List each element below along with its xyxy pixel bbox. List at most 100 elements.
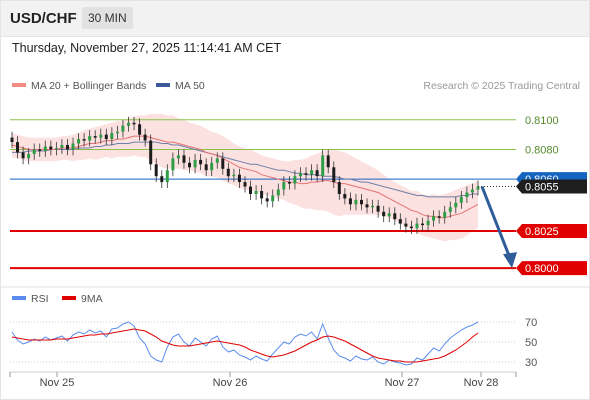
legend-swatch-ma50	[156, 83, 170, 88]
candle-body	[354, 199, 358, 205]
candle-body	[176, 155, 180, 159]
candle-body	[27, 153, 31, 159]
legend-swatch-ma20	[12, 83, 26, 88]
candle-body	[387, 213, 391, 217]
candle-body	[143, 134, 147, 141]
research-credit: Research © 2025 Trading Central	[423, 80, 580, 92]
candle-body	[409, 226, 413, 229]
candle-body	[382, 211, 386, 217]
candle-body	[204, 164, 208, 171]
candle-body	[315, 170, 319, 177]
candle-body	[99, 134, 103, 138]
candle-body	[254, 191, 258, 194]
candle-body	[365, 204, 369, 208]
candle-body	[276, 189, 280, 196]
candle-body	[210, 162, 214, 171]
forecast-arrow	[480, 186, 512, 259]
candle-body	[304, 173, 308, 175]
legend-label-ma20: MA 20 + Bollinger Bands	[31, 80, 147, 92]
legend-label-ma50: MA 50	[175, 80, 205, 92]
candle-body	[149, 140, 153, 165]
candle-body	[360, 199, 363, 205]
level-tag	[516, 261, 587, 276]
legend-label-rsi: RSI	[31, 293, 49, 305]
rsi-ma9-line	[11, 328, 479, 363]
candle-body	[321, 155, 325, 177]
candle-body	[10, 137, 14, 142]
ma50-line	[12, 141, 478, 198]
chart-timestamp: Thursday, November 27, 2025 11:14:41 AM …	[12, 41, 282, 55]
legend-ma20-bollinger: MA 20 + Bollinger Bands	[12, 80, 146, 92]
forecast-arrowhead	[503, 252, 517, 269]
x-tick-label: Nov 28	[464, 377, 499, 389]
candle-body	[93, 136, 97, 138]
candle-body	[21, 152, 25, 159]
chart-header: USD/CHF 30 MIN	[0, 0, 590, 37]
rsi-tick-label: 50	[525, 337, 537, 349]
candle-body	[398, 219, 402, 224]
x-tick-label: Nov 25	[40, 377, 75, 389]
rsi-tick-label: 70	[525, 317, 537, 329]
candle-body	[199, 159, 203, 165]
candle-body	[132, 122, 136, 125]
candle-body	[443, 211, 447, 218]
candle-body	[476, 186, 480, 190]
candle-body	[348, 198, 352, 205]
candle-body	[221, 158, 225, 169]
interval-badge[interactable]: 30 MIN	[82, 7, 133, 29]
level-label: 0.8080	[525, 144, 559, 156]
candle-body	[271, 195, 275, 202]
candle-body	[337, 182, 341, 194]
candle-body	[215, 158, 219, 163]
last-price-tag	[516, 179, 587, 194]
candle-body	[310, 170, 314, 175]
x-tick-label: Nov 27	[385, 377, 420, 389]
candle-body	[171, 158, 175, 171]
candle-body	[459, 196, 463, 203]
candle-body	[165, 170, 169, 183]
candle-body	[260, 191, 264, 199]
level-label: 0.8100	[525, 115, 559, 127]
candle-body	[121, 125, 125, 132]
candle-body	[265, 198, 269, 202]
rsi-tick-label: 30	[525, 357, 537, 369]
level-label: 0.8025	[525, 226, 559, 238]
x-tick-label: Nov 26	[213, 377, 248, 389]
candle-body	[371, 205, 375, 208]
candle-body	[32, 149, 36, 154]
candle-body	[104, 134, 108, 140]
legend-swatch-rsi	[12, 296, 26, 301]
candle-body	[293, 176, 297, 184]
instrument-title: USD/CHF	[10, 10, 77, 27]
candle-body	[16, 142, 19, 153]
candle-body	[470, 189, 474, 193]
candle-body	[232, 174, 236, 177]
candle-body	[88, 136, 92, 141]
candle-body	[193, 159, 197, 168]
candle-body	[66, 145, 69, 150]
candle-body	[454, 202, 458, 208]
candle-body	[154, 164, 158, 177]
candle-body	[182, 155, 186, 163]
candle-body	[326, 155, 330, 168]
candle-body	[465, 192, 469, 197]
candle-body	[448, 207, 452, 212]
candle-body	[437, 216, 441, 218]
candle-body	[332, 167, 336, 183]
candle-body	[71, 143, 75, 150]
candle-body	[426, 220, 430, 226]
candle-body	[160, 176, 164, 183]
candle-body	[249, 186, 252, 194]
candle-body	[82, 139, 86, 141]
legend-9ma: 9MA	[62, 293, 103, 305]
candle-body	[393, 213, 397, 220]
candle-body	[43, 146, 47, 151]
candle-body	[38, 149, 42, 151]
candle-body	[115, 131, 119, 134]
candle-body	[226, 168, 230, 177]
candle-body	[432, 216, 436, 221]
last-price-label: 0.8055	[525, 182, 559, 194]
candle-body	[282, 182, 286, 190]
candle-body	[376, 205, 380, 212]
